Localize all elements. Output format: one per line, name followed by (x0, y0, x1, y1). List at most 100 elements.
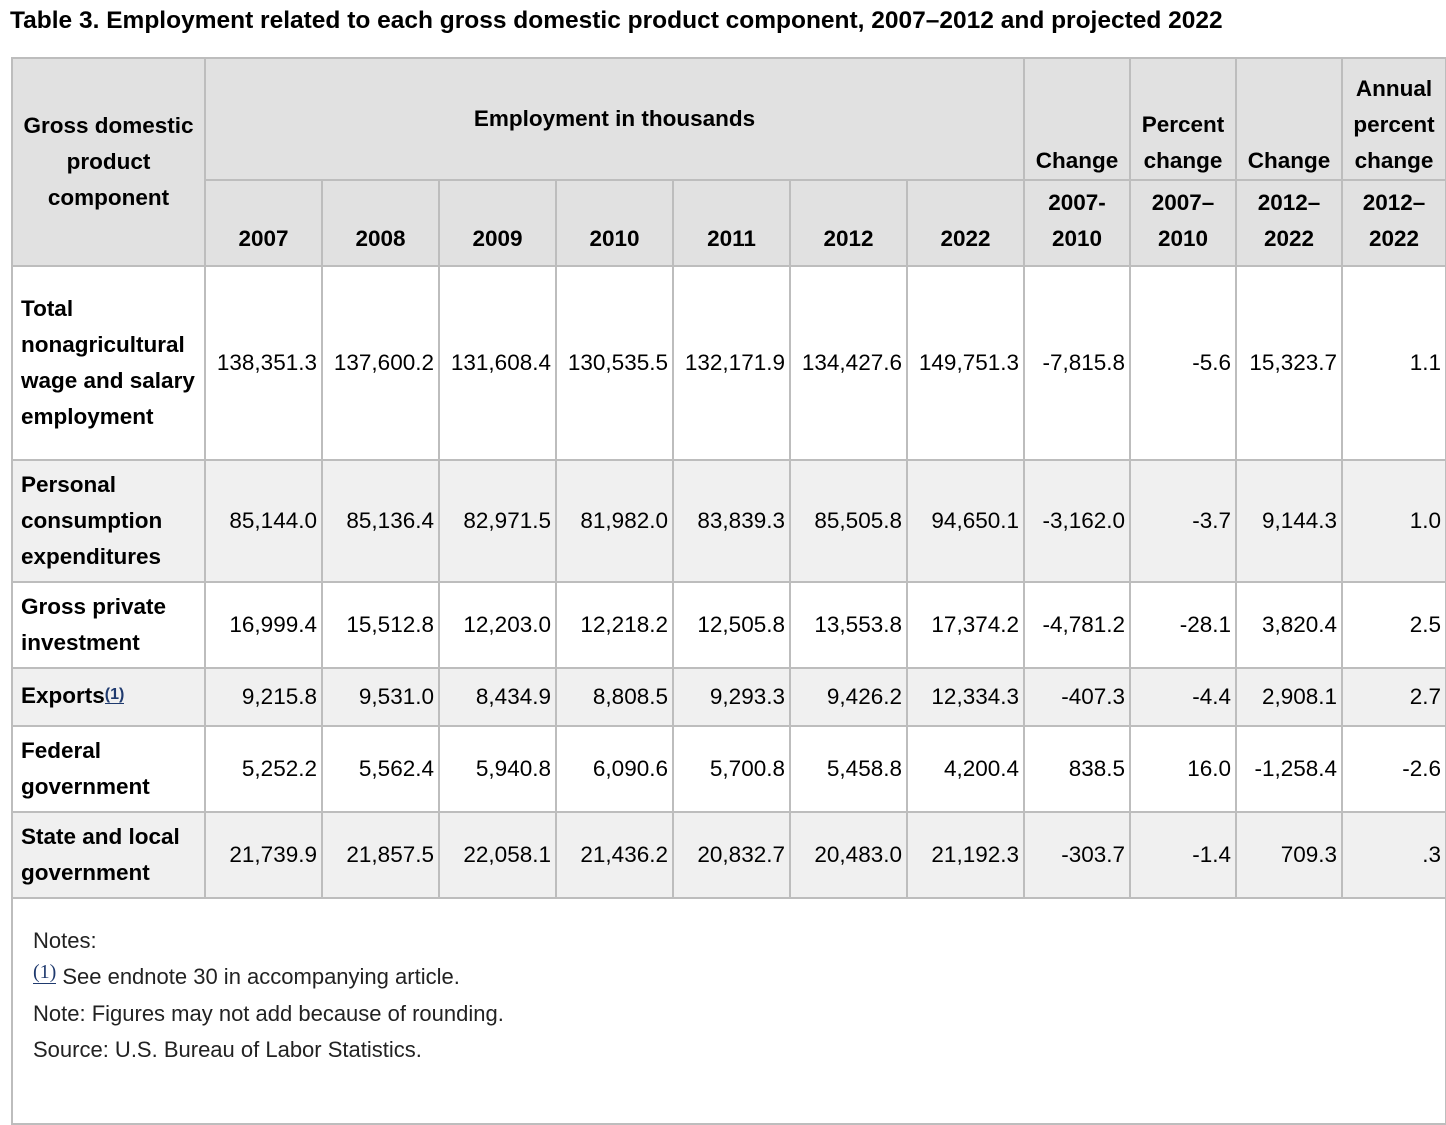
row-label-cell: Gross private investment (11, 581, 206, 669)
header-year: 2022 (905, 179, 1026, 267)
header-percent-change: Percent change (1129, 57, 1238, 181)
table-cell: 149,751.3 (905, 265, 1026, 461)
table-cell: 1.0 (1341, 459, 1446, 583)
table-cell: 132,171.9 (672, 265, 791, 461)
table-cell: 138,351.3 (204, 265, 323, 461)
row-label: Total nonagricultural wage and salary em… (21, 296, 195, 429)
row-label: Federal government (21, 738, 150, 799)
table-cell: 5,458.8 (789, 725, 908, 813)
table-cell: 3,820.4 (1235, 581, 1344, 669)
table-cell: -4,781.2 (1023, 581, 1132, 669)
table-cell: 21,436.2 (555, 811, 674, 899)
table-cell: 9,293.3 (672, 667, 791, 727)
table-cell: 8,808.5 (555, 667, 674, 727)
table-cell: -407.3 (1023, 667, 1132, 727)
employment-table: Gross domestic product component Employm… (10, 57, 1446, 1125)
table-row: Gross private investment 16,999.4 15,512.8… (11, 581, 1446, 669)
notes-rounding: Note: Figures may not add because of rou… (33, 1001, 504, 1026)
table-cell: -2.6 (1341, 725, 1446, 813)
header-year: 2011 (672, 179, 791, 267)
table-cell: 21,857.5 (321, 811, 440, 899)
table-cell: 5,940.8 (438, 725, 557, 813)
header-year: 2008 (321, 179, 440, 267)
table-cell: -1.4 (1129, 811, 1238, 899)
table-cell: 16,999.4 (204, 581, 323, 669)
table-cell: 2.5 (1341, 581, 1446, 669)
table-row: Personal consumption expenditures 85,144.… (11, 459, 1446, 583)
row-label: Personal consumption expenditures (21, 472, 163, 569)
table-cell: 9,215.8 (204, 667, 323, 727)
row-label: Gross private investment (21, 594, 167, 655)
notes-row: Notes: (1) See endnote 30 in accompanying… (10, 897, 1446, 1125)
table-cell: 85,144.0 (204, 459, 323, 583)
table-cell: -1,258.4 (1235, 725, 1344, 813)
header-annual-percent-change: Annual percent change (1341, 57, 1446, 181)
header-year: 2007 (204, 179, 323, 267)
notes-source: Source: U.S. Bureau of Labor Statistics. (33, 1037, 422, 1062)
table-cell: 20,483.0 (789, 811, 908, 899)
table-cell: 5,700.8 (672, 725, 791, 813)
table-cell: 9,531.0 (321, 667, 440, 727)
table-cell: 20,832.7 (672, 811, 791, 899)
row-label-cell: Total nonagricultural wage and salary em… (11, 265, 206, 461)
table-cell: 16.0 (1129, 725, 1238, 813)
row-label-cell: State and local government (11, 811, 206, 899)
table-notes: Notes: (1) See endnote 30 in accompanying… (10, 897, 1446, 1125)
table-cell: 8,434.9 (438, 667, 557, 727)
table-cell: -5.6 (1129, 265, 1238, 461)
footnote-link[interactable]: (1) (104, 685, 125, 703)
table-cell: 13,553.8 (789, 581, 908, 669)
footnote-text: See endnote 30 in accompanying article. (62, 964, 460, 989)
table-cell: -3,162.0 (1023, 459, 1132, 583)
table-cell: 137,600.2 (321, 265, 440, 461)
table-cell: 709.3 (1235, 811, 1344, 899)
row-label: Exports (21, 682, 105, 708)
table-cell: 134,427.6 (789, 265, 908, 461)
row-label-cell: Personal consumption expenditures (11, 459, 206, 583)
table-cell: 81,982.0 (555, 459, 674, 583)
header-year: 2010 (555, 179, 674, 267)
table-cell: 22,058.1 (438, 811, 557, 899)
table-cell: 15,323.7 (1235, 265, 1344, 461)
header-employment-group: Employment in thousands (203, 57, 1026, 181)
table-cell: -7,815.8 (1023, 265, 1132, 461)
table-body: Total nonagricultural wage and salary em… (11, 265, 1446, 899)
header-year: 2009 (438, 179, 557, 267)
table-cell: 12,334.3 (905, 667, 1026, 727)
header-period: 2007-2010 (1023, 179, 1132, 267)
table-cell: 2,908.1 (1235, 667, 1344, 727)
table-cell: 21,192.3 (905, 811, 1026, 899)
table-cell: 21,739.9 (204, 811, 323, 899)
row-label: State and local government (21, 824, 180, 885)
header-year: 2012 (789, 179, 908, 267)
table-cell: 4,200.4 (905, 725, 1026, 813)
row-label-cell: Exports(1) (11, 667, 206, 727)
table-cell: 130,535.5 (555, 265, 674, 461)
table-cell: 12,505.8 (672, 581, 791, 669)
table-cell: 82,971.5 (438, 459, 557, 583)
table-cell: .3 (1341, 811, 1446, 899)
table-cell: 838.5 (1023, 725, 1132, 813)
table-cell: 12,218.2 (555, 581, 674, 669)
table-cell: -28.1 (1129, 581, 1238, 669)
table-row: State and local government 21,739.9 21,857… (11, 811, 1446, 899)
notes-heading: Notes: (33, 928, 97, 953)
header-stub: Gross domestic product component (11, 57, 206, 267)
table-row: Federal government 5,252.2 5,562.4 5,940.8 6… (11, 725, 1446, 813)
table-cell: 1.1 (1341, 265, 1446, 461)
table-row: Exports(1) 9,215.8 9,531.0 8,434.9 8,808.5 9,… (11, 667, 1446, 727)
header-period: 2012–2022 (1341, 179, 1446, 267)
table-cell: 9,144.3 (1235, 459, 1344, 583)
table-cell: 85,505.8 (789, 459, 908, 583)
table-cell: 17,374.2 (905, 581, 1026, 669)
table-cell: 15,512.8 (321, 581, 440, 669)
header-period: 2012–2022 (1235, 179, 1344, 267)
row-label-cell: Federal government (11, 725, 206, 813)
header-row-1: Gross domestic product component Employm… (11, 57, 1446, 267)
header-period: 2007–2010 (1129, 179, 1238, 267)
footnote-marker[interactable]: (1) (104, 685, 125, 704)
table-cell: 5,252.2 (204, 725, 323, 813)
table-caption: Table 3. Employment related to each gros… (10, 7, 1223, 34)
footnote-link[interactable]: (1) (33, 961, 57, 984)
